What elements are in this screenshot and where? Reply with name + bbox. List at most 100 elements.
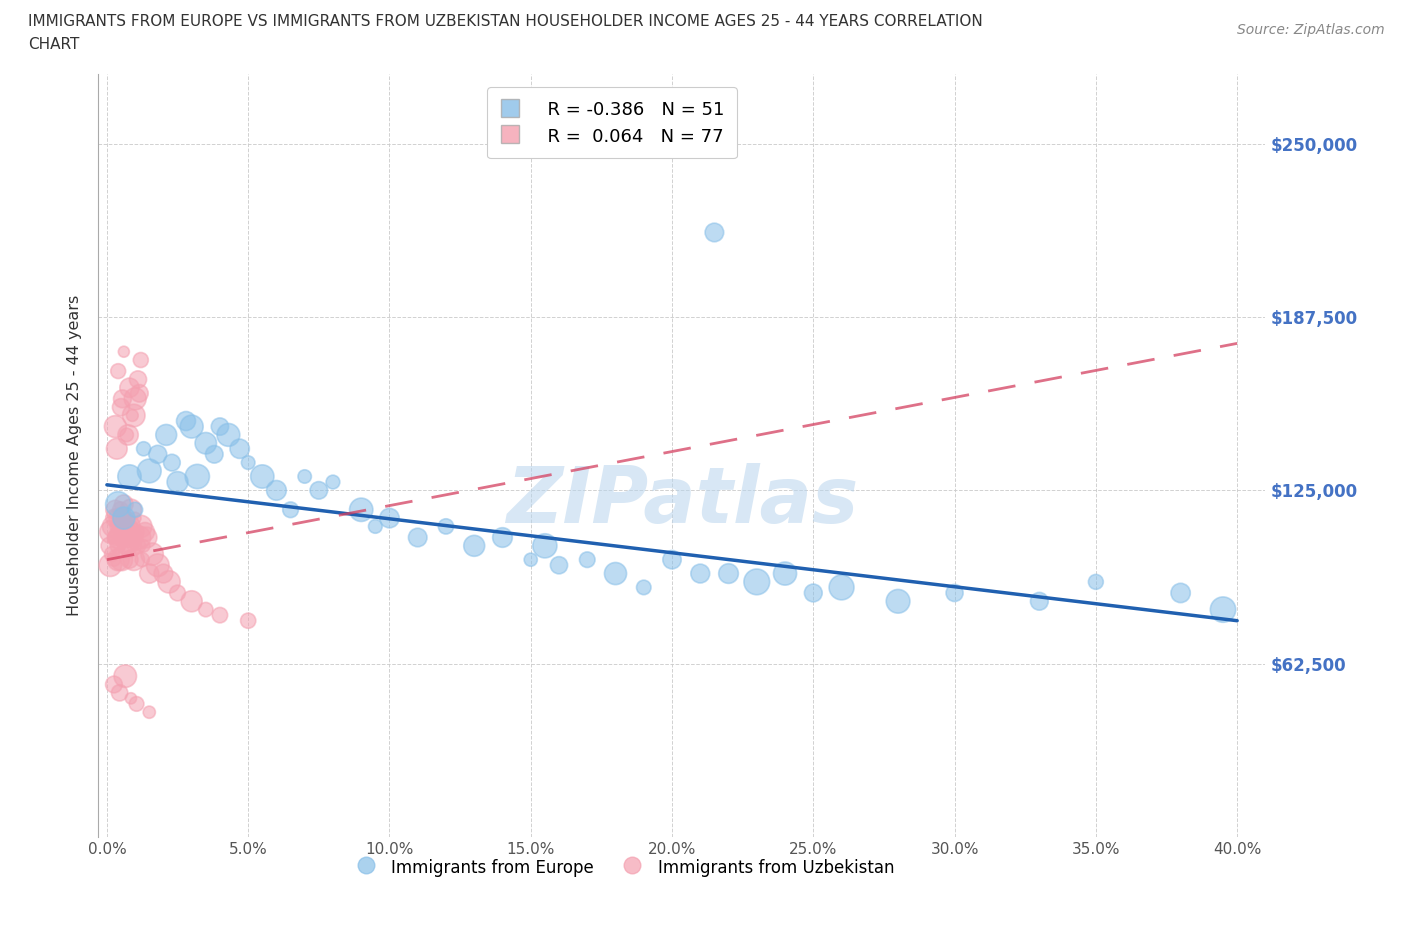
Point — [180, 594, 202, 609]
Point — [105, 442, 128, 457]
Point — [463, 538, 485, 553]
Point — [98, 558, 121, 573]
Point — [406, 530, 429, 545]
Point — [773, 566, 796, 581]
Point — [104, 419, 127, 434]
Point — [208, 419, 231, 434]
Point — [112, 344, 135, 359]
Point — [122, 552, 145, 567]
Point — [115, 428, 138, 443]
Point — [110, 400, 132, 415]
Point — [118, 380, 141, 395]
Point — [122, 538, 145, 553]
Point — [135, 530, 157, 545]
Point — [124, 511, 146, 525]
Legend: Immigrants from Europe, Immigrants from Uzbekistan: Immigrants from Europe, Immigrants from … — [344, 849, 903, 886]
Point — [121, 530, 143, 545]
Point — [107, 552, 129, 567]
Point — [105, 519, 128, 534]
Point — [519, 552, 541, 567]
Point — [131, 552, 153, 567]
Point — [548, 558, 571, 573]
Text: CHART: CHART — [28, 37, 80, 52]
Point — [174, 414, 197, 429]
Point — [103, 552, 125, 567]
Point — [115, 538, 138, 553]
Point — [831, 580, 853, 595]
Point — [146, 447, 169, 462]
Point — [252, 469, 274, 484]
Point — [125, 525, 148, 539]
Point — [146, 558, 169, 573]
Point — [887, 594, 910, 609]
Point — [107, 364, 129, 379]
Point — [322, 474, 344, 489]
Point — [1084, 575, 1107, 590]
Point — [101, 547, 124, 562]
Point — [118, 469, 141, 484]
Point — [118, 552, 141, 567]
Point — [152, 566, 174, 581]
Point — [117, 530, 139, 545]
Point — [138, 705, 160, 720]
Point — [378, 511, 401, 525]
Point — [1028, 594, 1050, 609]
Point — [491, 530, 513, 545]
Point — [114, 669, 136, 684]
Point — [107, 497, 129, 512]
Point — [98, 538, 121, 553]
Point — [127, 372, 149, 387]
Point — [107, 511, 129, 525]
Point — [120, 502, 142, 517]
Point — [122, 408, 145, 423]
Point — [104, 502, 127, 517]
Point — [703, 225, 725, 240]
Point — [124, 502, 146, 517]
Point — [238, 613, 260, 628]
Point — [112, 530, 135, 545]
Point — [1212, 602, 1234, 617]
Point — [117, 428, 139, 443]
Point — [107, 538, 129, 553]
Point — [115, 511, 138, 525]
Point — [121, 519, 143, 534]
Text: ZIPatlas: ZIPatlas — [506, 463, 858, 539]
Point — [110, 552, 132, 567]
Point — [125, 697, 148, 711]
Point — [103, 677, 125, 692]
Point — [157, 575, 180, 590]
Point — [238, 455, 260, 470]
Point — [194, 602, 217, 617]
Point — [605, 566, 627, 581]
Point — [100, 525, 122, 539]
Y-axis label: Householder Income Ages 25 - 44 years: Householder Income Ages 25 - 44 years — [66, 295, 82, 617]
Point — [217, 428, 239, 443]
Point — [180, 419, 202, 434]
Point — [129, 352, 152, 367]
Point — [101, 519, 124, 534]
Point — [186, 469, 208, 484]
Point — [166, 474, 188, 489]
Point — [138, 566, 160, 581]
Point — [132, 442, 155, 457]
Point — [434, 519, 457, 534]
Point — [208, 607, 231, 622]
Text: IMMIGRANTS FROM EUROPE VS IMMIGRANTS FROM UZBEKISTAN HOUSEHOLDER INCOME AGES 25 : IMMIGRANTS FROM EUROPE VS IMMIGRANTS FRO… — [28, 14, 983, 29]
Point — [308, 483, 330, 498]
Point — [633, 580, 655, 595]
Point — [128, 530, 150, 545]
Point — [124, 392, 146, 406]
Point — [294, 469, 316, 484]
Point — [118, 519, 141, 534]
Point — [1170, 586, 1192, 601]
Point — [534, 538, 557, 553]
Point — [576, 552, 599, 567]
Point — [745, 575, 768, 590]
Point — [110, 502, 132, 517]
Point — [166, 586, 188, 601]
Point — [110, 519, 132, 534]
Point — [689, 566, 711, 581]
Point — [104, 511, 127, 525]
Text: Source: ZipAtlas.com: Source: ZipAtlas.com — [1237, 23, 1385, 37]
Point — [717, 566, 740, 581]
